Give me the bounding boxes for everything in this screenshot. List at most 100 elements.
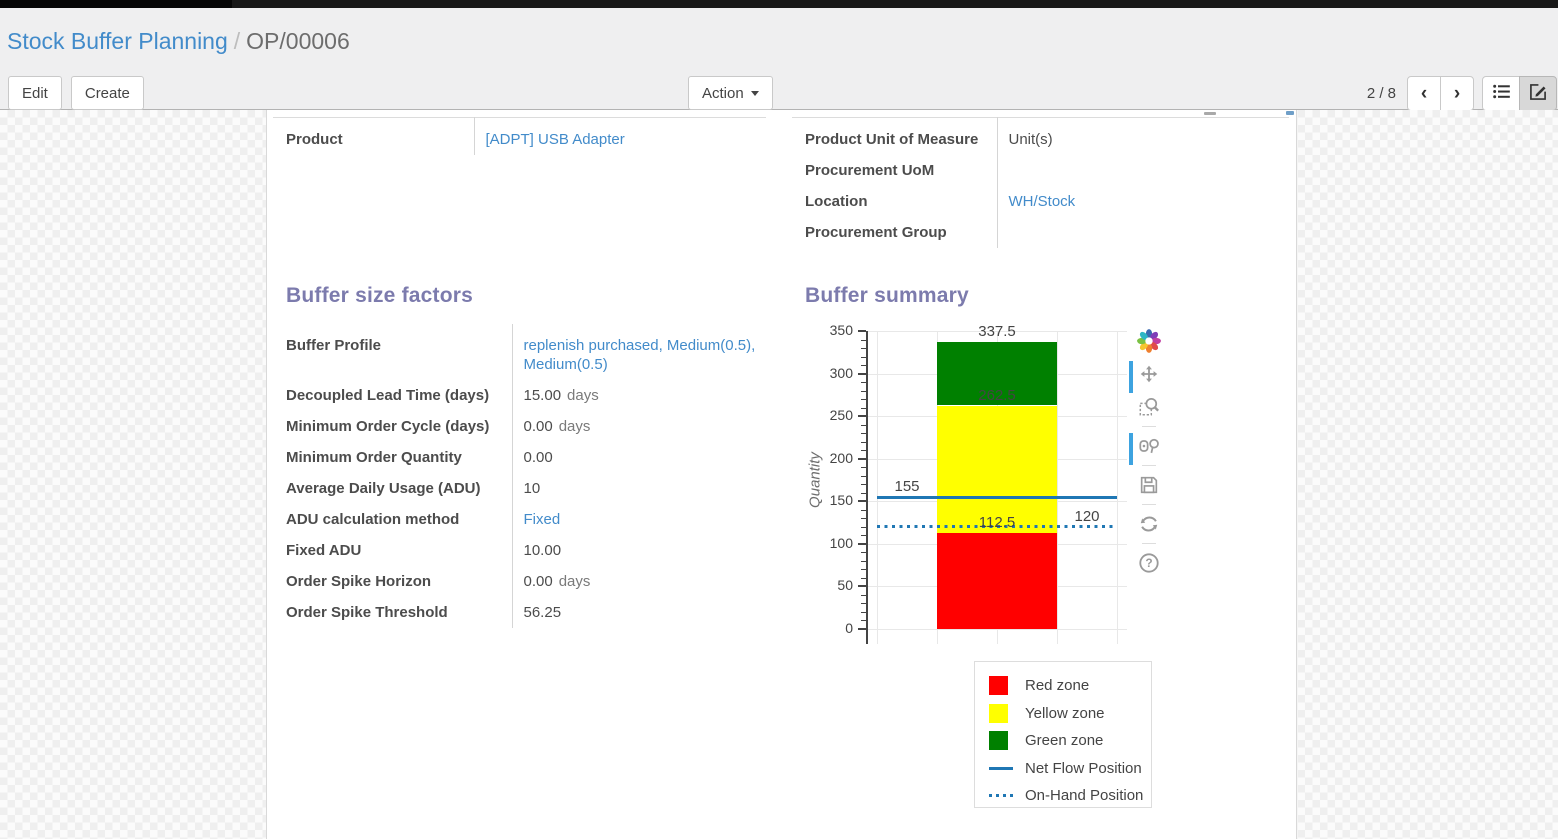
modebar-separator: [1142, 465, 1156, 466]
field-value: [ADPT] USB Adapter: [474, 118, 766, 156]
clipped-text-fragment: [1286, 111, 1294, 115]
y-minor-tick: [861, 365, 866, 367]
y-minor-tick: [861, 484, 866, 486]
field-label: Procurement UoM: [792, 155, 998, 186]
legend-item[interactable]: Green zone: [975, 727, 1151, 755]
field-value: 15.00 days: [512, 380, 765, 411]
y-tick-label: 50: [837, 577, 853, 594]
y-minor-tick: [861, 424, 866, 426]
action-label: Action: [702, 84, 744, 102]
list-view-button[interactable]: [1482, 76, 1520, 111]
y-minor-tick: [861, 509, 866, 511]
field-label: Decoupled Lead Time (days): [273, 380, 513, 411]
field-label: Location: [792, 186, 998, 217]
field-value-link[interactable]: WH/Stock: [1008, 193, 1076, 210]
form-view-button[interactable]: [1519, 76, 1557, 111]
y-minor-tick: [861, 348, 866, 350]
legend-item[interactable]: On-Hand Position: [975, 782, 1151, 810]
breadcrumb-parent-link[interactable]: Stock Buffer Planning: [7, 28, 228, 54]
field-unit-suffix: days: [567, 387, 599, 404]
field-value-text: 56.25: [523, 604, 562, 621]
field-value: 0.00 days: [512, 566, 765, 597]
select-tools-icon[interactable]: [1136, 433, 1162, 459]
chevron-right-icon: ›: [1453, 82, 1461, 104]
y-tick-label: 200: [829, 449, 853, 466]
form-view-background: Product [ADPT] USB Adapter Product Unit o…: [0, 110, 1558, 839]
action-dropdown-button[interactable]: Action: [688, 76, 773, 110]
y-tick-label: 350: [829, 322, 853, 338]
breadcrumb: Stock Buffer Planning / OP/00006: [7, 28, 350, 55]
procurement-field-table: Product Unit of Measure Unit(s) Procuremen…: [792, 117, 1289, 248]
pager-previous-button[interactable]: ‹: [1407, 76, 1441, 111]
y-minor-tick: [861, 594, 866, 596]
y-minor-tick: [861, 382, 866, 384]
y-axis: [866, 331, 868, 644]
on-hand-position-line: [877, 525, 1117, 529]
y-minor-tick: [861, 339, 866, 341]
list-icon: [1491, 81, 1512, 106]
y-tick-label: 250: [829, 407, 853, 424]
field-label: Product: [273, 117, 475, 155]
gridline: [877, 331, 878, 644]
chart-annotation: 337.5: [978, 322, 1016, 340]
y-major-tick: [858, 372, 866, 375]
field-value: 10: [512, 473, 765, 504]
field-value-link[interactable]: Fixed: [523, 511, 561, 528]
caret-down-icon: [750, 90, 759, 96]
legend-label: Green zone: [1025, 732, 1104, 750]
field-row: Product [ADPT] USB Adapter: [273, 117, 766, 156]
help-icon[interactable]: ?: [1136, 550, 1162, 576]
legend-item[interactable]: Net Flow Position: [975, 755, 1151, 783]
field-row: Minimum Order Quantity 0.00: [273, 442, 765, 473]
pager-next-button[interactable]: ›: [1440, 76, 1474, 111]
field-value-text: Unit(s): [1008, 131, 1053, 148]
field-value-link[interactable]: [ADPT] USB Adapter: [485, 131, 625, 148]
y-major-tick: [858, 500, 866, 503]
pager-value[interactable]: 2 / 8: [1366, 85, 1396, 102]
legend-item[interactable]: Red zone: [975, 672, 1151, 700]
pan-icon[interactable]: [1136, 361, 1162, 387]
field-label: Order Spike Threshold: [273, 597, 513, 628]
y-tick-label: 300: [829, 364, 853, 381]
y-minor-tick: [861, 611, 866, 613]
y-minor-tick: [861, 560, 866, 562]
y-major-tick: [858, 542, 866, 545]
y-tick-label: 100: [829, 534, 853, 551]
field-value: WH/Stock: [997, 186, 1289, 217]
gridline: [1117, 331, 1118, 644]
gridline: [1057, 331, 1058, 644]
control-panel: Stock Buffer Planning / OP/00006 Edit Crea…: [0, 8, 1558, 111]
reset-axes-icon[interactable]: [1136, 511, 1162, 537]
field-value-text: 0.00: [523, 418, 553, 435]
y-major-tick: [858, 628, 866, 630]
field-value: Fixed: [512, 504, 765, 535]
y-tick-label: 0: [845, 620, 853, 636]
plotly-logo-icon[interactable]: [1136, 328, 1162, 354]
y-minor-tick: [861, 407, 866, 409]
modebar-separator: [1142, 543, 1156, 544]
y-tick-label: 150: [829, 492, 853, 509]
buffer-summary-chart: 0 50 100 150 200 250 300 350 Quantity 337.5 262.5 1…: [791, 322, 1289, 824]
buffer-summary-heading: Buffer summary: [805, 284, 969, 307]
save-icon[interactable]: [1136, 472, 1162, 498]
red-zone-bar: [937, 533, 1057, 629]
y-minor-tick: [861, 450, 866, 452]
field-value-link[interactable]: replenish purchased, Medium(0.5), Medium…: [523, 337, 756, 373]
legend-line-swatch: [989, 794, 1013, 798]
field-row: Order Spike Threshold 56.25: [273, 597, 765, 628]
legend-square-swatch: [989, 731, 1013, 751]
y-minor-tick: [861, 620, 866, 622]
y-minor-tick: [861, 492, 866, 494]
field-label: Average Daily Usage (ADU): [273, 473, 513, 504]
legend-item[interactable]: Yellow zone: [975, 700, 1151, 728]
buffer-sections-group: Buffer size factors Buffer Profile replen…: [267, 284, 1296, 824]
yellow-zone-bar: [937, 405, 1057, 534]
box-zoom-icon[interactable]: [1136, 394, 1162, 420]
legend-square-swatch: [989, 703, 1013, 723]
field-value: Unit(s): [997, 118, 1289, 156]
field-label: Product Unit of Measure: [792, 117, 998, 155]
buffer-factors-table: Buffer Profile replenish purchased, Mediu…: [273, 324, 765, 628]
create-button[interactable]: Create: [70, 76, 144, 110]
edit-button[interactable]: Edit: [8, 76, 62, 110]
field-label: ADU calculation method: [273, 504, 513, 535]
